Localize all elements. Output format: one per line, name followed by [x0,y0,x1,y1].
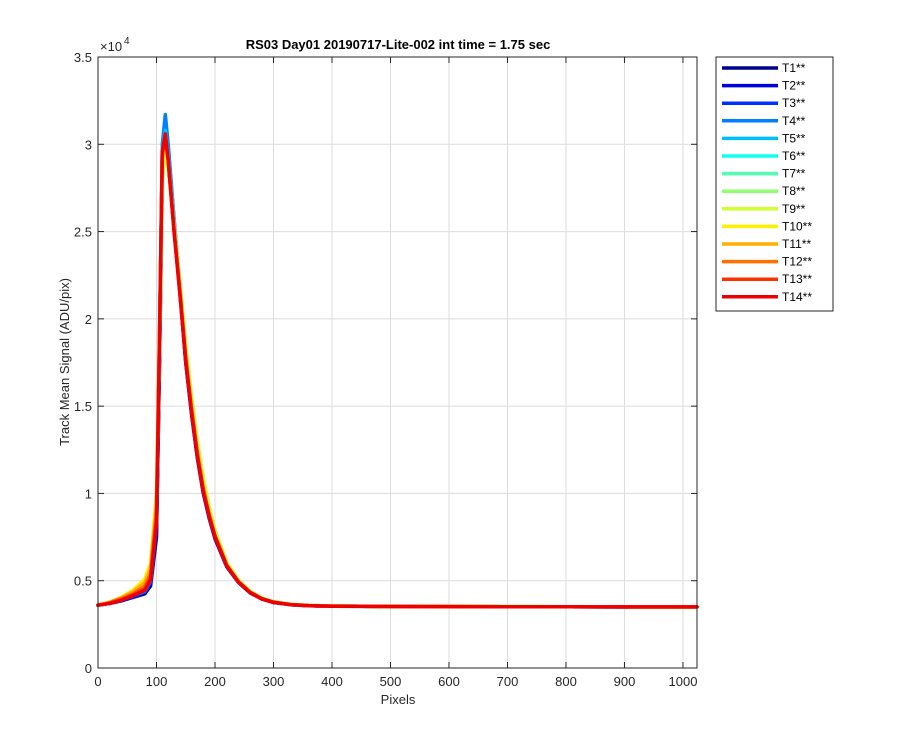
y-exponent-power: 4 [124,36,130,47]
plot-area [98,57,697,668]
x-tick-label: 1000 [669,674,698,689]
legend-label-11: T11** [782,237,811,251]
y-tick-label: 0.5 [74,574,92,589]
legend-label-9: T9** [782,202,806,216]
y-tick-label: 3.5 [74,50,92,65]
x-tick-label: 900 [614,674,636,689]
x-tick-label: 800 [555,674,577,689]
x-tick-label: 500 [380,674,402,689]
y-tick-label: 2.5 [74,225,92,240]
series-lines [96,112,699,609]
x-axis-label: Pixels [381,692,416,707]
legend-label-7: T7** [782,167,806,181]
y-exponent-base: ×10 [100,39,122,54]
series-line-14 [96,132,699,609]
x-tick-label: 0 [94,674,101,689]
legend: T1** T2** T3** T4** T5** T6** T7** T8** T9** T10*… [715,56,834,312]
legend-label-4: T4** [782,114,806,128]
legend-label-12: T12** [782,255,812,269]
chart-title: RS03 Day01 20190717-Lite-002 int time = … [246,37,551,52]
y-tick-label: 3 [85,137,92,152]
y-tick-label: 1 [85,486,92,501]
axis-ticks: 0 100 200 300 400 500 600 700 800 900 1000 0 0.5 1 1.5… [74,50,698,689]
x-tick-label: 400 [321,674,343,689]
legend-box [715,56,834,312]
legend-label-8: T8** [782,184,806,198]
y-tick-label: 1.5 [74,399,92,414]
x-tick-label: 100 [146,674,168,689]
y-tick-label: 2 [85,312,92,327]
legend-label-6: T6** [782,149,806,163]
y-exponent-multiplier: ×10 4 [100,36,130,54]
legend-label-14: T14** [782,290,812,304]
x-tick-label: 300 [263,674,285,689]
legend-label-3: T3** [782,96,806,110]
y-axis-label: Track Mean Signal (ADU/pix) [57,278,72,446]
legend-label-5: T5** [782,131,806,145]
x-tick-label: 200 [204,674,226,689]
legend-label-2: T2** [782,79,806,93]
x-tick-label: 700 [497,674,519,689]
x-tick-label: 600 [438,674,460,689]
y-tick-label: 0 [85,661,92,676]
legend-label-10: T10** [782,219,812,233]
legend-label-1: T1** [782,61,806,75]
grid-lines [98,57,697,668]
plot-frame [97,56,698,669]
legend-label-13: T13** [782,272,812,286]
